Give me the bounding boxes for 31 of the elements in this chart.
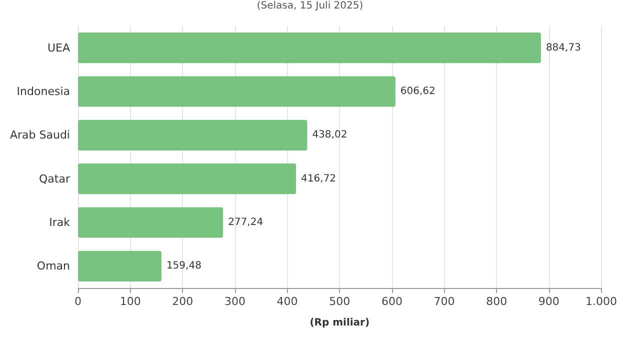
y-tick-label: UEA (47, 41, 70, 54)
data-label: 884,73 (546, 42, 581, 54)
x-tick-label: 1.000 (586, 295, 618, 308)
bar (78, 120, 308, 150)
x-tick-label: 100 (120, 295, 141, 308)
x-tick-label: 700 (434, 295, 455, 308)
data-label: 277,24 (228, 217, 264, 228)
data-label: 159,48 (166, 260, 202, 272)
x-tick-label: 500 (329, 295, 350, 308)
x-tick-label: 900 (538, 295, 560, 308)
bar (78, 207, 224, 238)
x-tick-label: 800 (486, 295, 508, 308)
bar (78, 32, 541, 64)
x-tick-label: 200 (172, 295, 194, 308)
y-tick-label: Indonesia (16, 85, 70, 98)
x-axis-title: (Rp miliar) (310, 318, 370, 328)
x-tick-label: 400 (276, 295, 298, 308)
x-tick-label: 300 (224, 295, 246, 308)
x-tick-label: 600 (381, 295, 402, 308)
bar (78, 164, 296, 194)
data-label: 416,72 (301, 173, 336, 184)
y-tick-label: Oman (36, 260, 70, 273)
data-label: 438,02 (312, 130, 348, 141)
y-tick-label: Irak (49, 216, 71, 229)
y-tick-label: Arab Saudi (10, 128, 70, 142)
y-tick-label: Qatar (39, 172, 70, 186)
bar (78, 250, 162, 282)
data-label: 606,62 (400, 86, 436, 97)
chart-subtitle: (Selasa, 15 Juli 2025) (256, 0, 364, 12)
bar (78, 76, 396, 107)
x-tick-label: 0 (74, 295, 82, 308)
